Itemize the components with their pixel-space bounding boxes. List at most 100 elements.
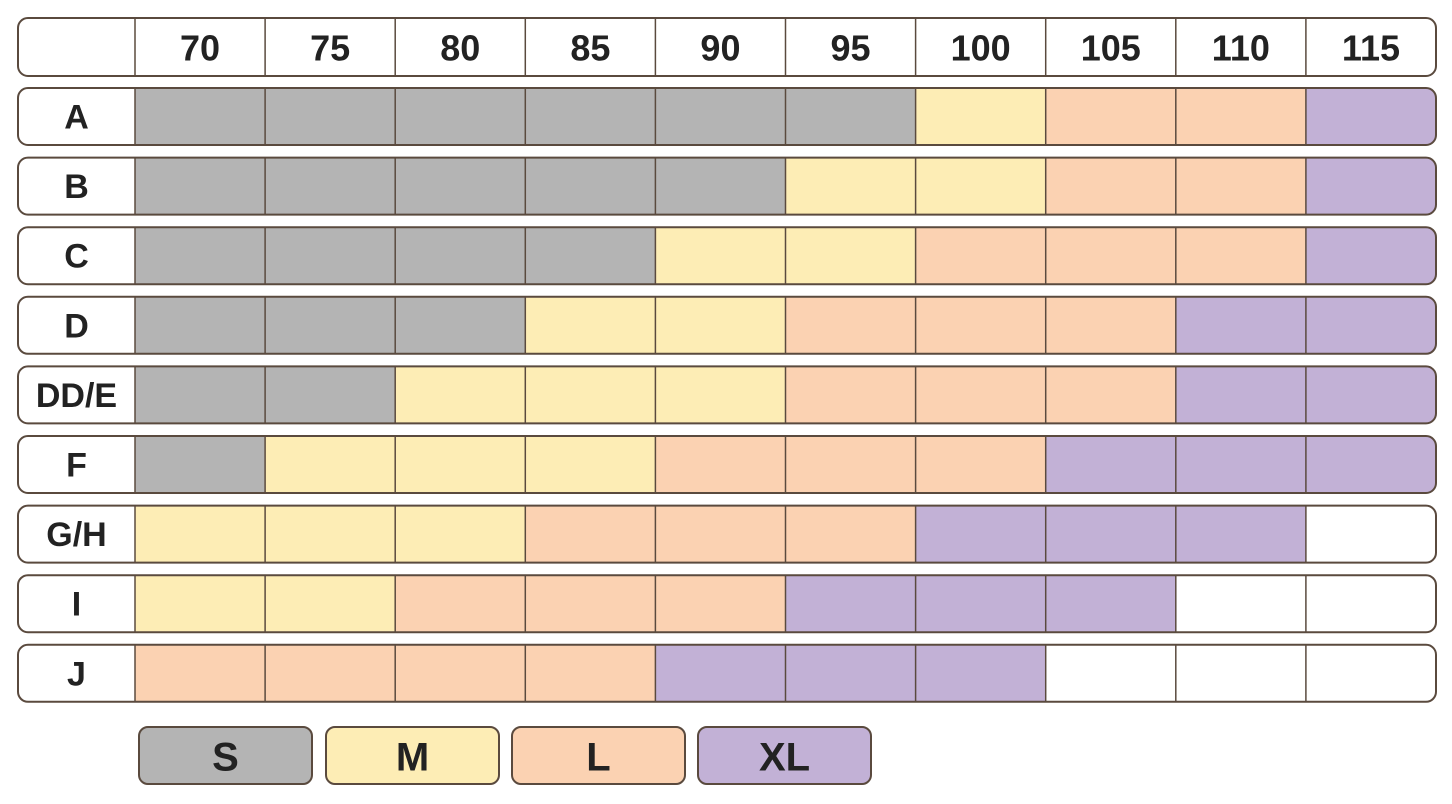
row-frame	[17, 643, 1437, 703]
column-header-100: 100	[951, 28, 1011, 69]
size-cell-s	[395, 296, 526, 354]
legend-label-l: L	[586, 736, 610, 780]
size-cell-xl	[1045, 505, 1176, 563]
column-header-110: 110	[1212, 28, 1270, 69]
size-cell-s	[135, 436, 266, 493]
size-cell-s	[135, 296, 266, 354]
size-cell-s	[525, 88, 656, 145]
table-row: C	[17, 226, 1437, 286]
size-cell-l	[785, 366, 916, 424]
row-label: C	[64, 238, 89, 276]
column-header-115: 115	[1342, 28, 1400, 69]
size-cell-l	[915, 366, 1046, 424]
size-cell-l	[785, 296, 916, 354]
size-cell-l	[655, 436, 786, 493]
size-cell-l	[265, 644, 396, 702]
size-cell-l	[1175, 157, 1306, 215]
table-row: A	[17, 87, 1437, 146]
size-cell-s	[525, 157, 656, 215]
row-label-cell	[18, 296, 135, 354]
column-header-90: 90	[700, 28, 740, 69]
size-cell-m	[265, 436, 396, 493]
row-frame	[17, 504, 1437, 564]
size-cell-s	[655, 157, 786, 215]
size-cell-empty	[1305, 644, 1436, 702]
header-row-frame	[17, 17, 1437, 77]
row-frame	[17, 226, 1437, 286]
size-cell-xl	[1305, 157, 1436, 215]
size-cell-m	[525, 296, 656, 354]
size-cell-l	[915, 296, 1046, 354]
size-cell-s	[135, 88, 266, 145]
row-label-cell	[18, 505, 135, 563]
size-cell-l	[525, 575, 656, 633]
size-cell-s	[135, 227, 266, 285]
column-header-105: 105	[1081, 28, 1141, 69]
size-cell-m	[525, 366, 656, 424]
size-cell-l	[1045, 227, 1176, 285]
size-cell-l	[1175, 227, 1306, 285]
column-header-70: 70	[180, 28, 220, 69]
size-cell-xl	[785, 644, 916, 702]
size-cell-l	[785, 436, 916, 493]
table-row: I	[17, 574, 1437, 634]
size-cell-l	[1045, 88, 1176, 145]
size-cell-m	[785, 157, 916, 215]
size-cell-l	[525, 644, 656, 702]
size-cell-s	[655, 88, 786, 145]
row-label-cell	[18, 644, 135, 702]
size-cell-m	[915, 157, 1046, 215]
size-cell-l	[525, 505, 656, 563]
header-row: 70 75 80 85 90 95 100 105 110 115	[17, 17, 1437, 77]
legend-label-s: S	[212, 736, 239, 780]
column-header-75: 75	[310, 28, 350, 69]
size-cell-s	[265, 227, 396, 285]
row-frame	[17, 87, 1437, 146]
row-label-cell	[18, 227, 135, 285]
size-cell-xl	[1175, 296, 1306, 354]
legend-label-m: M	[396, 736, 429, 780]
size-cell-xl	[1305, 296, 1436, 354]
size-cell-s	[395, 227, 526, 285]
column-header-80: 80	[440, 28, 480, 69]
size-cell-s	[525, 227, 656, 285]
size-cell-m	[135, 505, 266, 563]
size-cell-m	[655, 366, 786, 424]
table-row: J	[17, 643, 1437, 703]
size-cell-l	[655, 505, 786, 563]
size-cell-s	[265, 88, 396, 145]
size-cell-xl	[1045, 575, 1176, 633]
column-header-95: 95	[831, 28, 871, 69]
size-cell-l	[655, 575, 786, 633]
size-cell-m	[395, 505, 526, 563]
size-cell-empty	[1175, 575, 1306, 633]
size-cell-empty	[1305, 575, 1436, 633]
row-frame	[17, 435, 1437, 494]
row-label-cell	[18, 436, 135, 493]
size-cell-l	[1045, 366, 1176, 424]
row-label: B	[64, 168, 89, 206]
table-row: D	[17, 295, 1437, 355]
size-cell-l	[1045, 296, 1176, 354]
size-cell-l	[1175, 88, 1306, 145]
legend-swatch-m	[325, 726, 500, 785]
size-cell-s	[395, 88, 526, 145]
legend-swatch-xl	[697, 726, 872, 785]
size-cell-xl	[1045, 436, 1176, 493]
size-cell-xl	[1305, 88, 1436, 145]
size-cell-s	[265, 296, 396, 354]
size-cell-s	[135, 157, 266, 215]
size-cell-xl	[785, 575, 916, 633]
size-cell-l	[1045, 157, 1176, 215]
size-cell-m	[395, 366, 526, 424]
size-cell-xl	[1305, 366, 1436, 424]
size-cell-l	[915, 436, 1046, 493]
legend-swatch-l	[511, 726, 686, 785]
table-row: F	[17, 435, 1437, 494]
size-cell-s	[265, 366, 396, 424]
row-frame	[17, 365, 1437, 425]
size-cell-xl	[915, 644, 1046, 702]
row-label-cell	[18, 157, 135, 215]
